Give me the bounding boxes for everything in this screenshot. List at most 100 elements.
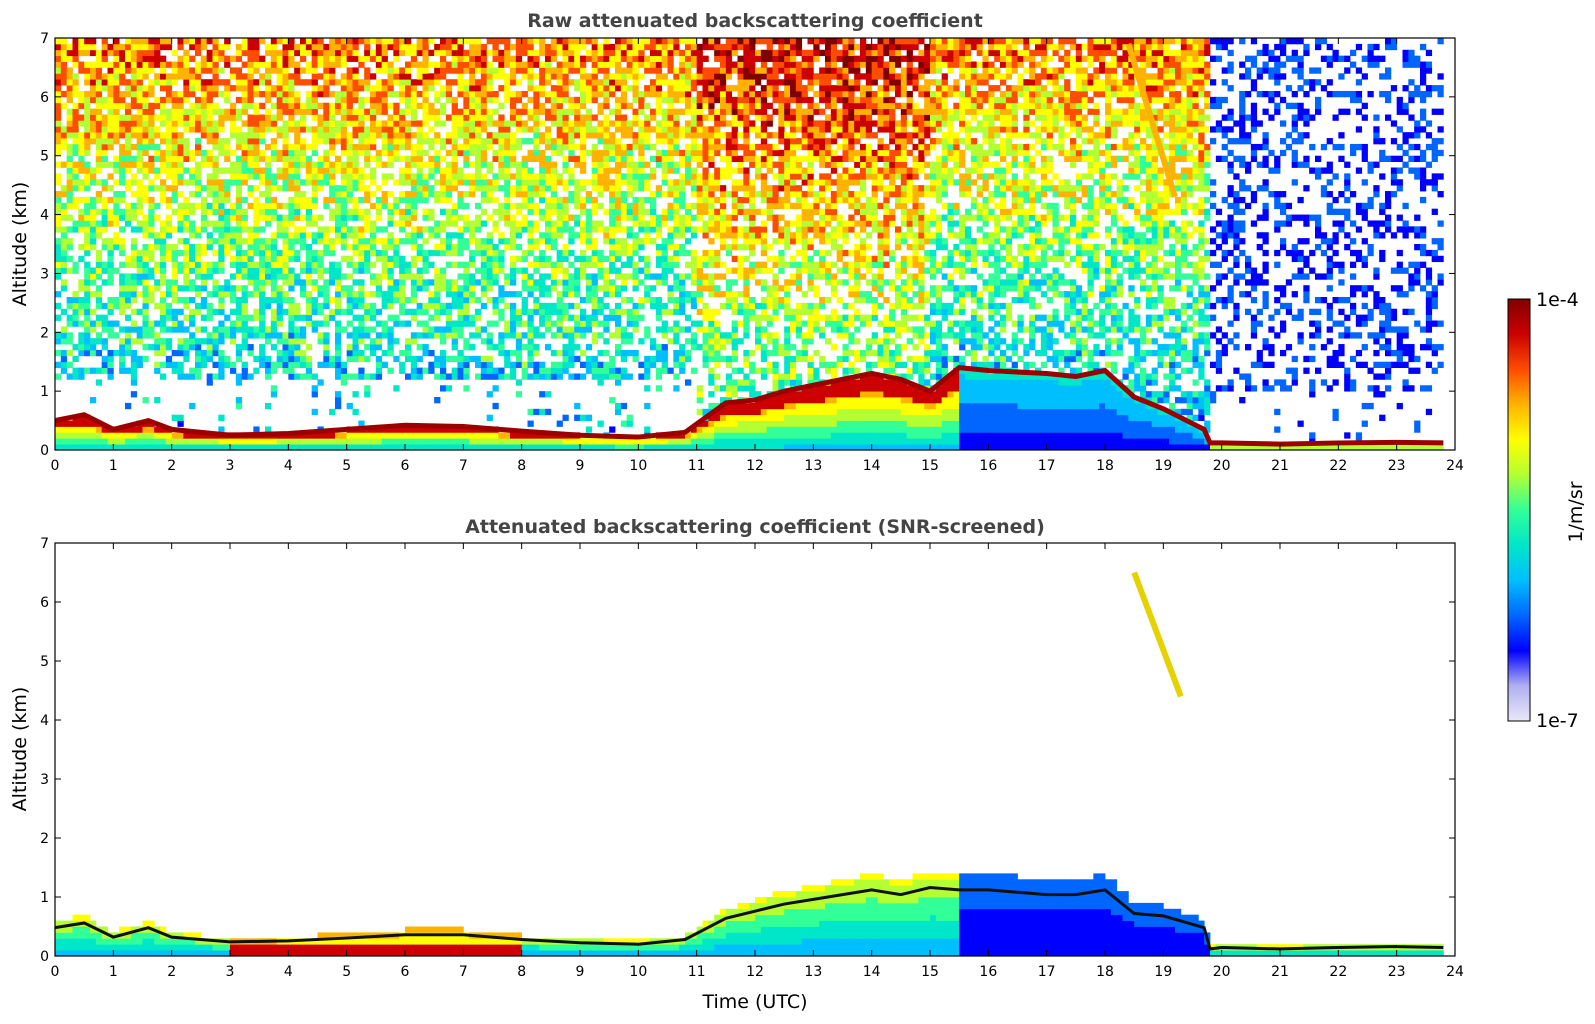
heatmap-cell xyxy=(72,167,79,174)
heatmap-cell xyxy=(300,332,307,339)
heatmap-cell xyxy=(189,67,196,74)
heatmap-cell xyxy=(428,314,435,321)
heatmap-cell xyxy=(160,308,167,316)
heatmap-cell xyxy=(440,38,447,45)
heatmap-cell xyxy=(591,291,598,298)
heatmap-cell xyxy=(457,196,464,204)
heatmap-cell xyxy=(486,332,493,339)
heatmap-cell xyxy=(113,96,120,104)
heatmap-cell xyxy=(451,249,458,257)
heatmap-cell xyxy=(323,102,330,110)
heatmap-cell xyxy=(510,114,517,121)
heatmap-cell xyxy=(434,291,441,298)
heatmap-cell xyxy=(580,232,587,239)
heatmap-cell xyxy=(148,143,155,151)
heatmap-cell xyxy=(148,255,155,263)
heatmap-cell xyxy=(521,61,528,68)
heatmap-cell xyxy=(533,208,540,215)
heatmap-cell xyxy=(679,149,686,157)
heatmap-cell xyxy=(358,444,365,450)
heatmap-cell xyxy=(60,138,68,145)
heatmap-cell xyxy=(335,120,342,127)
heatmap-cell xyxy=(405,79,412,86)
heatmap-cell xyxy=(626,73,633,80)
heatmap-cell xyxy=(486,138,493,145)
heatmap-cell xyxy=(160,196,167,204)
heatmap-cell xyxy=(545,196,552,204)
heatmap-cell xyxy=(550,320,558,327)
heatmap-cell xyxy=(498,249,505,257)
heatmap-cell xyxy=(136,220,143,227)
heatmap-cell xyxy=(475,132,482,139)
heatmap-cell xyxy=(276,61,283,68)
heatmap-cell xyxy=(235,173,243,180)
heatmap-cell xyxy=(445,320,453,327)
heatmap-cell xyxy=(580,296,587,304)
heatmap-cell xyxy=(469,120,476,127)
heatmap-cell xyxy=(556,61,563,68)
heatmap-cell xyxy=(288,220,295,227)
heatmap-cell xyxy=(317,49,324,57)
heatmap-cell xyxy=(486,38,493,45)
heatmap-cell xyxy=(270,332,278,339)
heatmap-cell xyxy=(527,179,534,186)
heatmap-cell xyxy=(568,167,575,174)
heatmap-cell xyxy=(685,444,692,450)
heatmap-cell xyxy=(603,143,610,151)
heatmap-cell xyxy=(253,367,260,374)
heatmap-cell xyxy=(165,202,173,210)
heatmap-cell xyxy=(171,96,178,104)
heatmap-cell xyxy=(585,90,593,98)
heatmap-cell xyxy=(562,138,569,145)
heatmap-cell xyxy=(346,102,353,110)
heatmap-cell xyxy=(276,202,283,210)
heatmap-cell xyxy=(667,179,674,186)
heatmap-cell xyxy=(329,90,336,98)
heatmap-cell xyxy=(340,326,348,333)
heatmap-cell xyxy=(125,296,132,304)
heatmap-cell xyxy=(189,244,196,251)
heatmap-cell xyxy=(416,285,423,292)
heatmap-cell xyxy=(434,426,441,433)
heatmap-cell xyxy=(183,79,190,86)
heatmap-cell xyxy=(521,214,528,221)
heatmap-cell xyxy=(253,238,260,245)
heatmap-cell xyxy=(55,226,62,233)
heatmap-cell xyxy=(55,61,62,68)
heatmap-cell xyxy=(527,191,534,198)
heatmap-cell xyxy=(364,373,371,380)
heatmap-cell xyxy=(282,296,289,304)
heatmap-cell xyxy=(615,49,622,57)
heatmap-cell xyxy=(55,173,62,180)
heatmap-cell xyxy=(364,326,371,333)
heatmap-cell xyxy=(212,61,219,68)
heatmap-cell xyxy=(294,344,301,351)
heatmap-cell xyxy=(580,114,587,121)
heatmap-cell xyxy=(539,361,546,368)
heatmap-cell xyxy=(136,432,143,439)
heatmap-cell xyxy=(679,85,686,92)
heatmap-cell xyxy=(393,261,400,268)
heatmap-cell xyxy=(364,244,371,251)
heatmap-cell xyxy=(679,444,686,450)
heatmap-cell xyxy=(650,155,657,162)
heatmap-cell xyxy=(580,143,587,151)
heatmap-cell xyxy=(107,432,114,439)
heatmap-cell xyxy=(259,90,266,98)
heatmap-cell xyxy=(422,173,429,180)
heatmap-cell xyxy=(469,114,476,121)
heatmap-cell xyxy=(533,432,540,439)
heatmap-cell xyxy=(609,149,616,157)
heatmap-cell xyxy=(504,43,511,51)
heatmap-cell xyxy=(235,232,243,239)
heatmap-cell xyxy=(305,126,313,133)
heatmap-cell xyxy=(609,220,616,227)
heatmap-cell xyxy=(609,90,616,98)
heatmap-cell xyxy=(60,420,68,427)
heatmap-cell xyxy=(591,226,598,233)
heatmap-cell xyxy=(667,202,674,210)
heatmap-cell xyxy=(661,138,668,145)
heatmap-cell xyxy=(591,161,598,168)
heatmap-cell xyxy=(626,167,633,174)
heatmap-cell xyxy=(148,202,155,210)
